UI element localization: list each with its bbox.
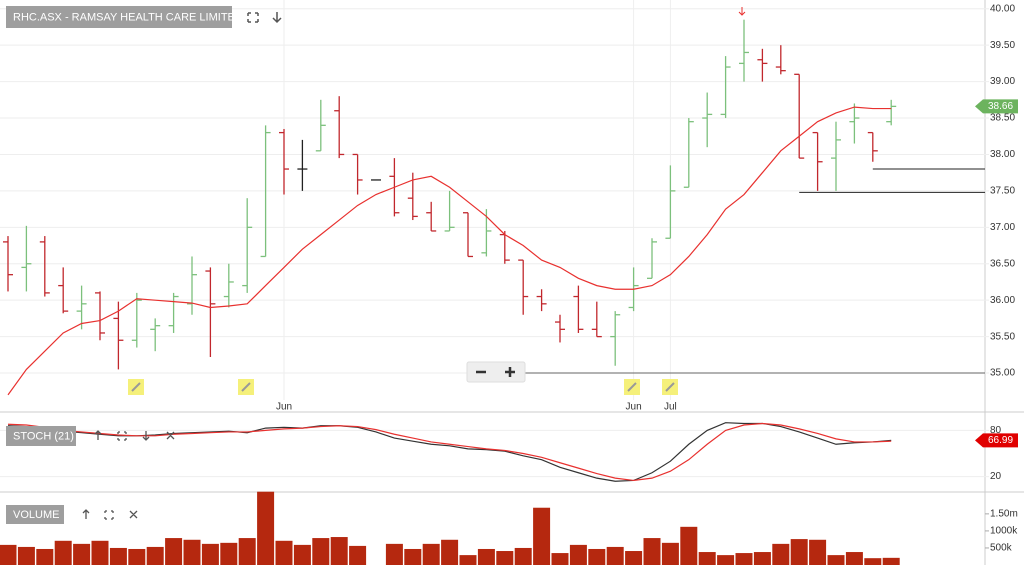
volume-bar	[54, 540, 72, 565]
volume-bar	[165, 538, 183, 565]
y-tick-label: 37.00	[990, 222, 1015, 233]
y-tick-label: 80	[990, 425, 1002, 436]
volume-bar	[238, 538, 256, 565]
volume-bar	[845, 552, 863, 565]
last-value-tag	[975, 433, 1018, 448]
y-tick-label: 38.00	[990, 149, 1015, 160]
stoch-line	[7, 422, 892, 482]
volume-bar	[146, 546, 164, 565]
y-tick-label: 1.50m	[990, 509, 1018, 520]
title-box	[6, 6, 232, 28]
volume-bar	[514, 547, 532, 565]
volume-bar	[772, 543, 790, 565]
y-tick-label: 35.50	[990, 331, 1015, 342]
volume-bar	[109, 547, 127, 565]
volume-bar	[717, 555, 735, 565]
y-tick-label: 40.00	[990, 3, 1015, 14]
volume-bar	[220, 542, 238, 565]
volume-bar	[404, 548, 422, 565]
volume-bar	[569, 544, 587, 565]
y-tick-label: 39.00	[990, 76, 1015, 87]
volume-bar	[477, 548, 495, 565]
volume-bar	[882, 557, 900, 565]
volume-bar	[496, 551, 514, 565]
moving-average	[7, 106, 892, 396]
marker-arrow	[738, 7, 746, 16]
stoch-box	[6, 426, 76, 446]
volume-bar	[128, 548, 146, 565]
volume-bar	[330, 537, 348, 565]
volume-bar	[312, 538, 330, 565]
volume-bar	[257, 491, 275, 565]
stoch-title: STOCH (21)	[13, 430, 74, 442]
volume-bar	[551, 553, 569, 565]
volume-bar	[459, 555, 477, 565]
volume-bar	[790, 539, 808, 565]
volume-bar	[422, 543, 440, 565]
volume-bar	[201, 543, 219, 565]
volume-bar	[91, 540, 109, 565]
volume-bar	[606, 546, 624, 565]
volume-title: VOLUME	[13, 509, 59, 521]
y-tick-label: 38.50	[990, 113, 1015, 124]
y-tick-label: 500k	[990, 543, 1013, 554]
volume-bar	[349, 545, 367, 565]
volume-bar	[809, 539, 827, 565]
x-tick-label: Jul	[664, 402, 677, 413]
toolbar[interactable]	[247, 12, 282, 24]
y-tick-label: 35.00	[990, 368, 1015, 379]
volume-bar	[17, 546, 35, 565]
volume-bar	[827, 555, 845, 565]
stoch-toolbar[interactable]	[94, 430, 175, 441]
volume-bar	[533, 507, 551, 565]
volume-bar	[275, 540, 293, 565]
annotation-icons[interactable]	[128, 379, 678, 395]
volume-bar	[588, 548, 606, 565]
volume-bar	[36, 548, 54, 565]
volume-bar	[661, 542, 679, 565]
volume-bar	[0, 544, 17, 565]
volume-bar	[735, 553, 753, 565]
x-tick-label: Jun	[626, 402, 642, 413]
volume-bar	[864, 558, 882, 565]
y-tick-label: 36.50	[990, 258, 1015, 269]
volume-bar	[385, 543, 403, 565]
volume-bar	[753, 552, 771, 565]
y-tick-label: 1000k	[990, 526, 1018, 537]
stoch-line	[7, 422, 892, 482]
volume-bar	[625, 551, 643, 565]
volume-bar	[698, 552, 716, 565]
x-tick-label: Jun	[276, 402, 292, 413]
volume-bar	[183, 539, 201, 565]
y-tick-label: 36.00	[990, 295, 1015, 306]
zoom-control[interactable]	[466, 361, 526, 383]
last-value-label: 38.66	[988, 101, 1013, 112]
y-tick-label: 37.50	[990, 186, 1015, 197]
y-tick-label: 20	[990, 471, 1002, 482]
volume-bar	[73, 543, 91, 565]
chart-title: RHC.ASX - RAMSAY HEALTH CARE LIMITED	[13, 11, 243, 23]
last-value-tag	[975, 99, 1018, 114]
volume-bar	[643, 538, 661, 565]
last-value-label: 66.99	[988, 435, 1013, 446]
volume-bar	[441, 539, 459, 565]
volume-box	[6, 505, 64, 524]
volume-toolbar[interactable]	[82, 509, 138, 520]
y-tick-label: 39.50	[990, 40, 1015, 51]
volume-bar	[293, 544, 311, 565]
volume-bar	[680, 526, 698, 565]
